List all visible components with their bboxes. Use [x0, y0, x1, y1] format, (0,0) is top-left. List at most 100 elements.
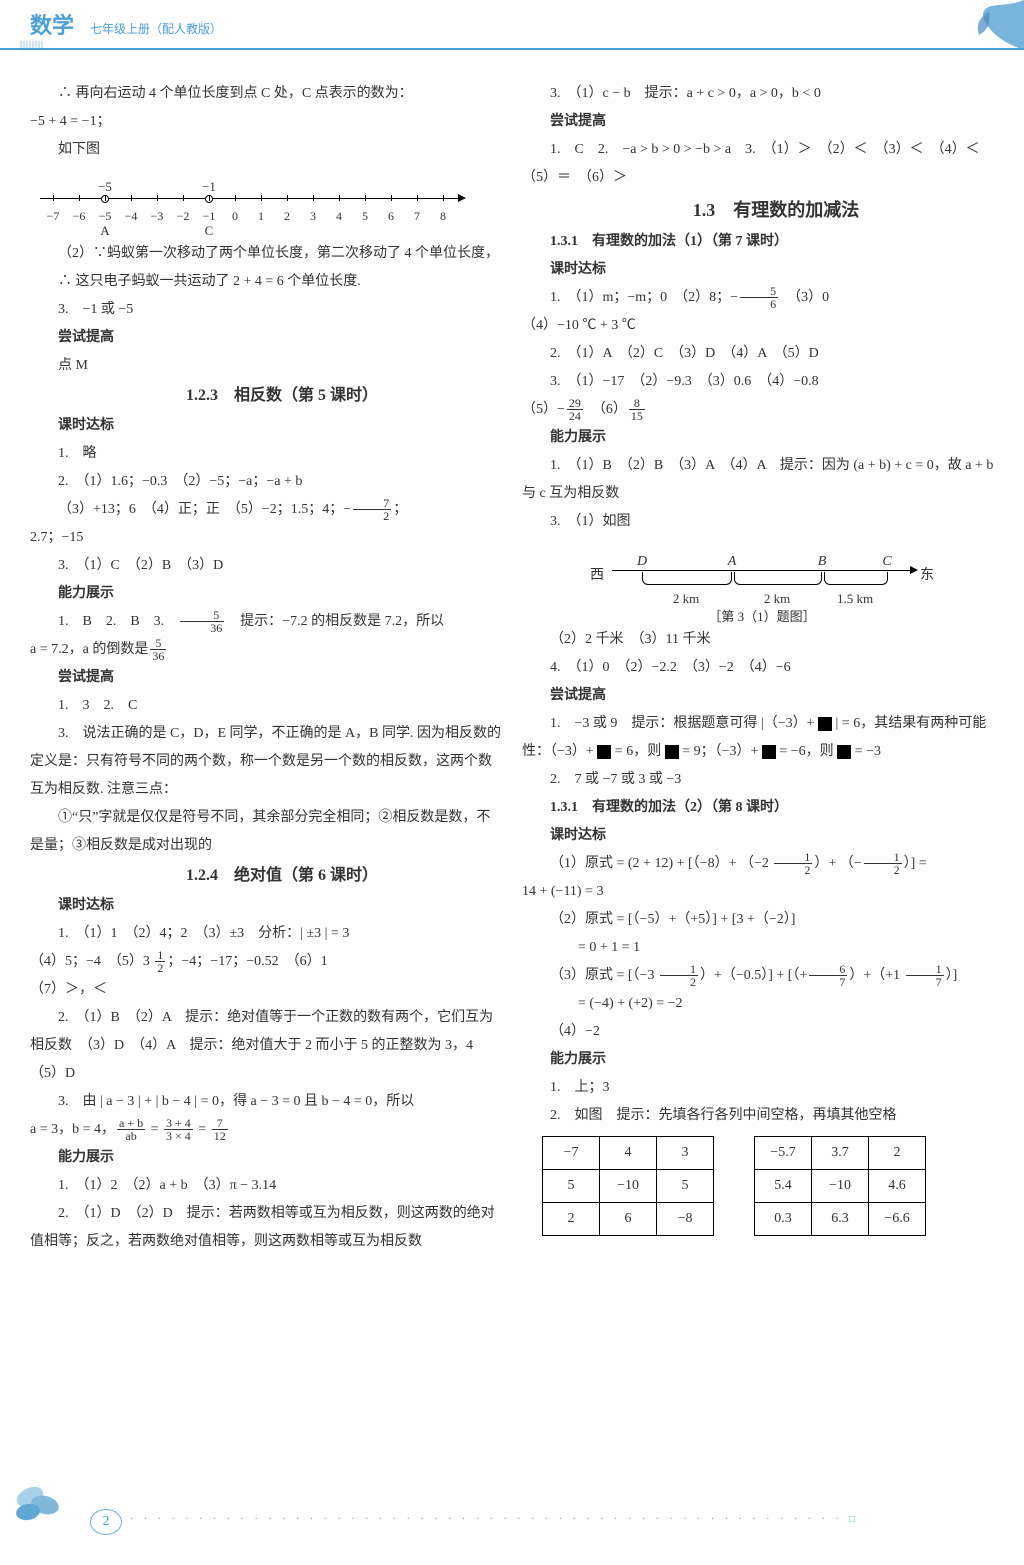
subheading-try: 尝试提高: [522, 108, 994, 136]
text: 14 + (−11) = 3: [522, 878, 994, 906]
table-cell: 5.4: [755, 1170, 812, 1203]
table-cell: 5: [543, 1170, 600, 1203]
text: 4. （1）0 （2）−2.2 （3）−2 （4）−6: [522, 654, 994, 682]
text: 2. 7 或 −7 或 3 或 −3: [522, 766, 994, 794]
text: = 0 + 1 = 1: [522, 934, 994, 962]
text: = (−4) + (+2) = −2: [522, 990, 994, 1018]
table-cell: −8: [657, 1203, 714, 1236]
text: 3. 由 | a − 3 | + | b − 4 | = 0，得 a − 3 =…: [30, 1088, 502, 1116]
text: （2）∵蚂蚁第一次移动了两个单位长度，第二次移动了 4 个单位长度，: [30, 240, 502, 268]
blackbox-icon: [837, 745, 851, 759]
subheading-nl: 能力展示: [522, 424, 994, 452]
subject-title: 数学: [30, 8, 74, 40]
subheading-try: 尝试提高: [30, 664, 502, 692]
text: 2. 如图 提示：先填各行各列中间空格，再填其他空格: [522, 1102, 994, 1130]
table-cell: 3.7: [812, 1137, 869, 1170]
subheading-kd: 课时达标: [522, 822, 994, 850]
ew-west: 西: [590, 562, 604, 590]
blackbox-icon: [665, 745, 679, 759]
text: 3. （1）如图: [522, 508, 994, 536]
text: 如下图: [30, 136, 502, 164]
section-heading: 1.2.3 相反数（第 5 课时）: [30, 380, 502, 412]
table-cell: 6: [600, 1203, 657, 1236]
page-number: 2: [90, 1509, 122, 1535]
table-cell: 3: [657, 1137, 714, 1170]
text: （4）−2: [522, 1018, 994, 1046]
nl-num: 6: [388, 204, 394, 228]
page: 数学 七年级上册（配人教版） |||||||| ∴ 再向右运动 4 个单位长度到…: [0, 0, 1024, 1565]
nl-num: 1: [258, 204, 264, 228]
ew-caption: ［第 3（1）题图］: [582, 604, 942, 630]
east-west-diagram: 西 东 D A B C 2 km 2 km 1.5 km ［第 3（1）题图］: [582, 542, 942, 622]
text: ∴ 再向右运动 4 个单位长度到点 C 处，C 点表示的数为：: [30, 80, 502, 108]
footer-flower-icon: [10, 1477, 70, 1535]
text: 点 M: [30, 352, 502, 380]
table-cell: 2: [869, 1137, 926, 1170]
blackbox-icon: [762, 745, 776, 759]
tables-row: −743 5−105 26−8 −5.73.72 5.4−104.6 0.36.…: [542, 1136, 994, 1236]
page-footer: 2 · · · · · · · · · · · · · · · · · · · …: [0, 1485, 1024, 1545]
page-header: 数学 七年级上册（配人教版） ||||||||: [0, 0, 1024, 50]
subheading-nl: 能力展示: [522, 1046, 994, 1074]
subheading-try: 尝试提高: [30, 324, 502, 352]
text: 3. （1）C （2）B （3）D: [30, 552, 502, 580]
table-cell: 0.3: [755, 1203, 812, 1236]
text: （2）原式 = [（−5）+（+5）] + [3 +（−2）]: [522, 906, 994, 934]
text: 3. （1）c − b 提示：a + c > 0，a > 0，b < 0: [522, 80, 994, 108]
ew-east: 东: [920, 562, 934, 590]
text: （2）2 千米 （3）11 千米: [522, 626, 994, 654]
text: （3）+13；6 （4）正；正 （5）−2；1.5；4；−72；: [30, 496, 502, 524]
text: 1. B 2. B 3. 536 提示：−7.2 的相反数是 7.2，所以: [30, 608, 502, 636]
subheading-kd: 课时达标: [522, 256, 994, 284]
text: 1. −3 或 9 提示：根据题意可得 |（−3）+ | = 6，其结果有两种可…: [522, 710, 994, 766]
subsection-heading: 1.3.1 有理数的加法（2）（第 8 课时）: [522, 794, 994, 822]
text: ∴ 这只电子蚂蚁一共运动了 2 + 4 = 6 个单位长度.: [30, 268, 502, 296]
header-stripes: ||||||||: [20, 40, 44, 51]
text: 1. 略: [30, 440, 502, 468]
nl-num: −6: [73, 204, 86, 228]
text: （4）5；−4 （5）3 12；−4；−17；−0.52 （6）1: [30, 948, 502, 976]
text: 2. （1）B （2）A 提示：绝对值等于一个正数的数有两个，它们互为相反数 （…: [30, 1004, 502, 1088]
blackbox-icon: [597, 745, 611, 759]
text: 2.7；−15: [30, 524, 502, 552]
text: 1. （1）1 （2）4；2 （3）±3 分析：| ±3 | = 3: [30, 920, 502, 948]
table-cell: −10: [600, 1170, 657, 1203]
table-cell: −5.7: [755, 1137, 812, 1170]
text: 2. （1）D （2）D 提示：若两数相等或互为相反数，则这两数的绝对值相等；反…: [30, 1200, 502, 1256]
nl-num: 8: [440, 204, 446, 228]
subheading-try: 尝试提高: [522, 682, 994, 710]
text: a = 3，b = 4，a + bab = 3 + 43 × 4 = 712: [30, 1116, 502, 1144]
text: 1. C 2. −a > b > 0 > −b > a 3. （1）＞ （2）＜…: [522, 136, 994, 192]
table-cell: −6.6: [869, 1203, 926, 1236]
text: 1. 上；3: [522, 1074, 994, 1102]
nl-num: −5: [99, 204, 112, 228]
nl-num: 7: [414, 204, 420, 228]
table-cell: 4.6: [869, 1170, 926, 1203]
number-line-diagram: −5 −1 A C −7 −6 −5 −4 −3 −2 −1 0 1 2 3 4…: [40, 170, 470, 230]
text: （5）−2924 （6）815: [522, 396, 994, 424]
left-column: ∴ 再向右运动 4 个单位长度到点 C 处，C 点表示的数为： −5 + 4 =…: [30, 80, 502, 1256]
text: ①“只”字就是仅仅是符号不同，其余部分完全相同；②相反数是数，不是量；③相反数是…: [30, 804, 502, 860]
table-cell: −10: [812, 1170, 869, 1203]
text: （7）＞，＜: [30, 976, 502, 1004]
subheading-nl: 能力展示: [30, 1144, 502, 1172]
text: 1. 3 2. C: [30, 692, 502, 720]
nl-num: −3: [151, 204, 164, 228]
nl-num: 5: [362, 204, 368, 228]
grade-label: 七年级上册（配人教版）: [90, 22, 222, 36]
right-column: 3. （1）c − b 提示：a + c > 0，a > 0，b < 0 尝试提…: [522, 80, 994, 1256]
subheading-kd: 课时达标: [30, 412, 502, 440]
text: （3）原式 = [（−3 12）+（−0.5）] + [（+67）+（+1 17…: [522, 962, 994, 990]
section-heading: 1.3 有理数的加减法: [522, 192, 994, 228]
text: 1. （1）2 （2）a + b （3）π − 3.14: [30, 1172, 502, 1200]
text: （4）−10 ℃ + 3 ℃: [522, 312, 994, 340]
blackbox-icon: [818, 717, 832, 731]
nl-num: −4: [125, 204, 138, 228]
nl-num: −1: [203, 204, 216, 228]
section-heading: 1.2.4 绝对值（第 6 课时）: [30, 860, 502, 892]
nl-num: −2: [177, 204, 190, 228]
text: 1. （1）m；−m；0 （2）8；−56 （3）0: [522, 284, 994, 312]
table-cell: 6.3: [812, 1203, 869, 1236]
nl-num: 0: [232, 204, 238, 228]
nl-num: 2: [284, 204, 290, 228]
